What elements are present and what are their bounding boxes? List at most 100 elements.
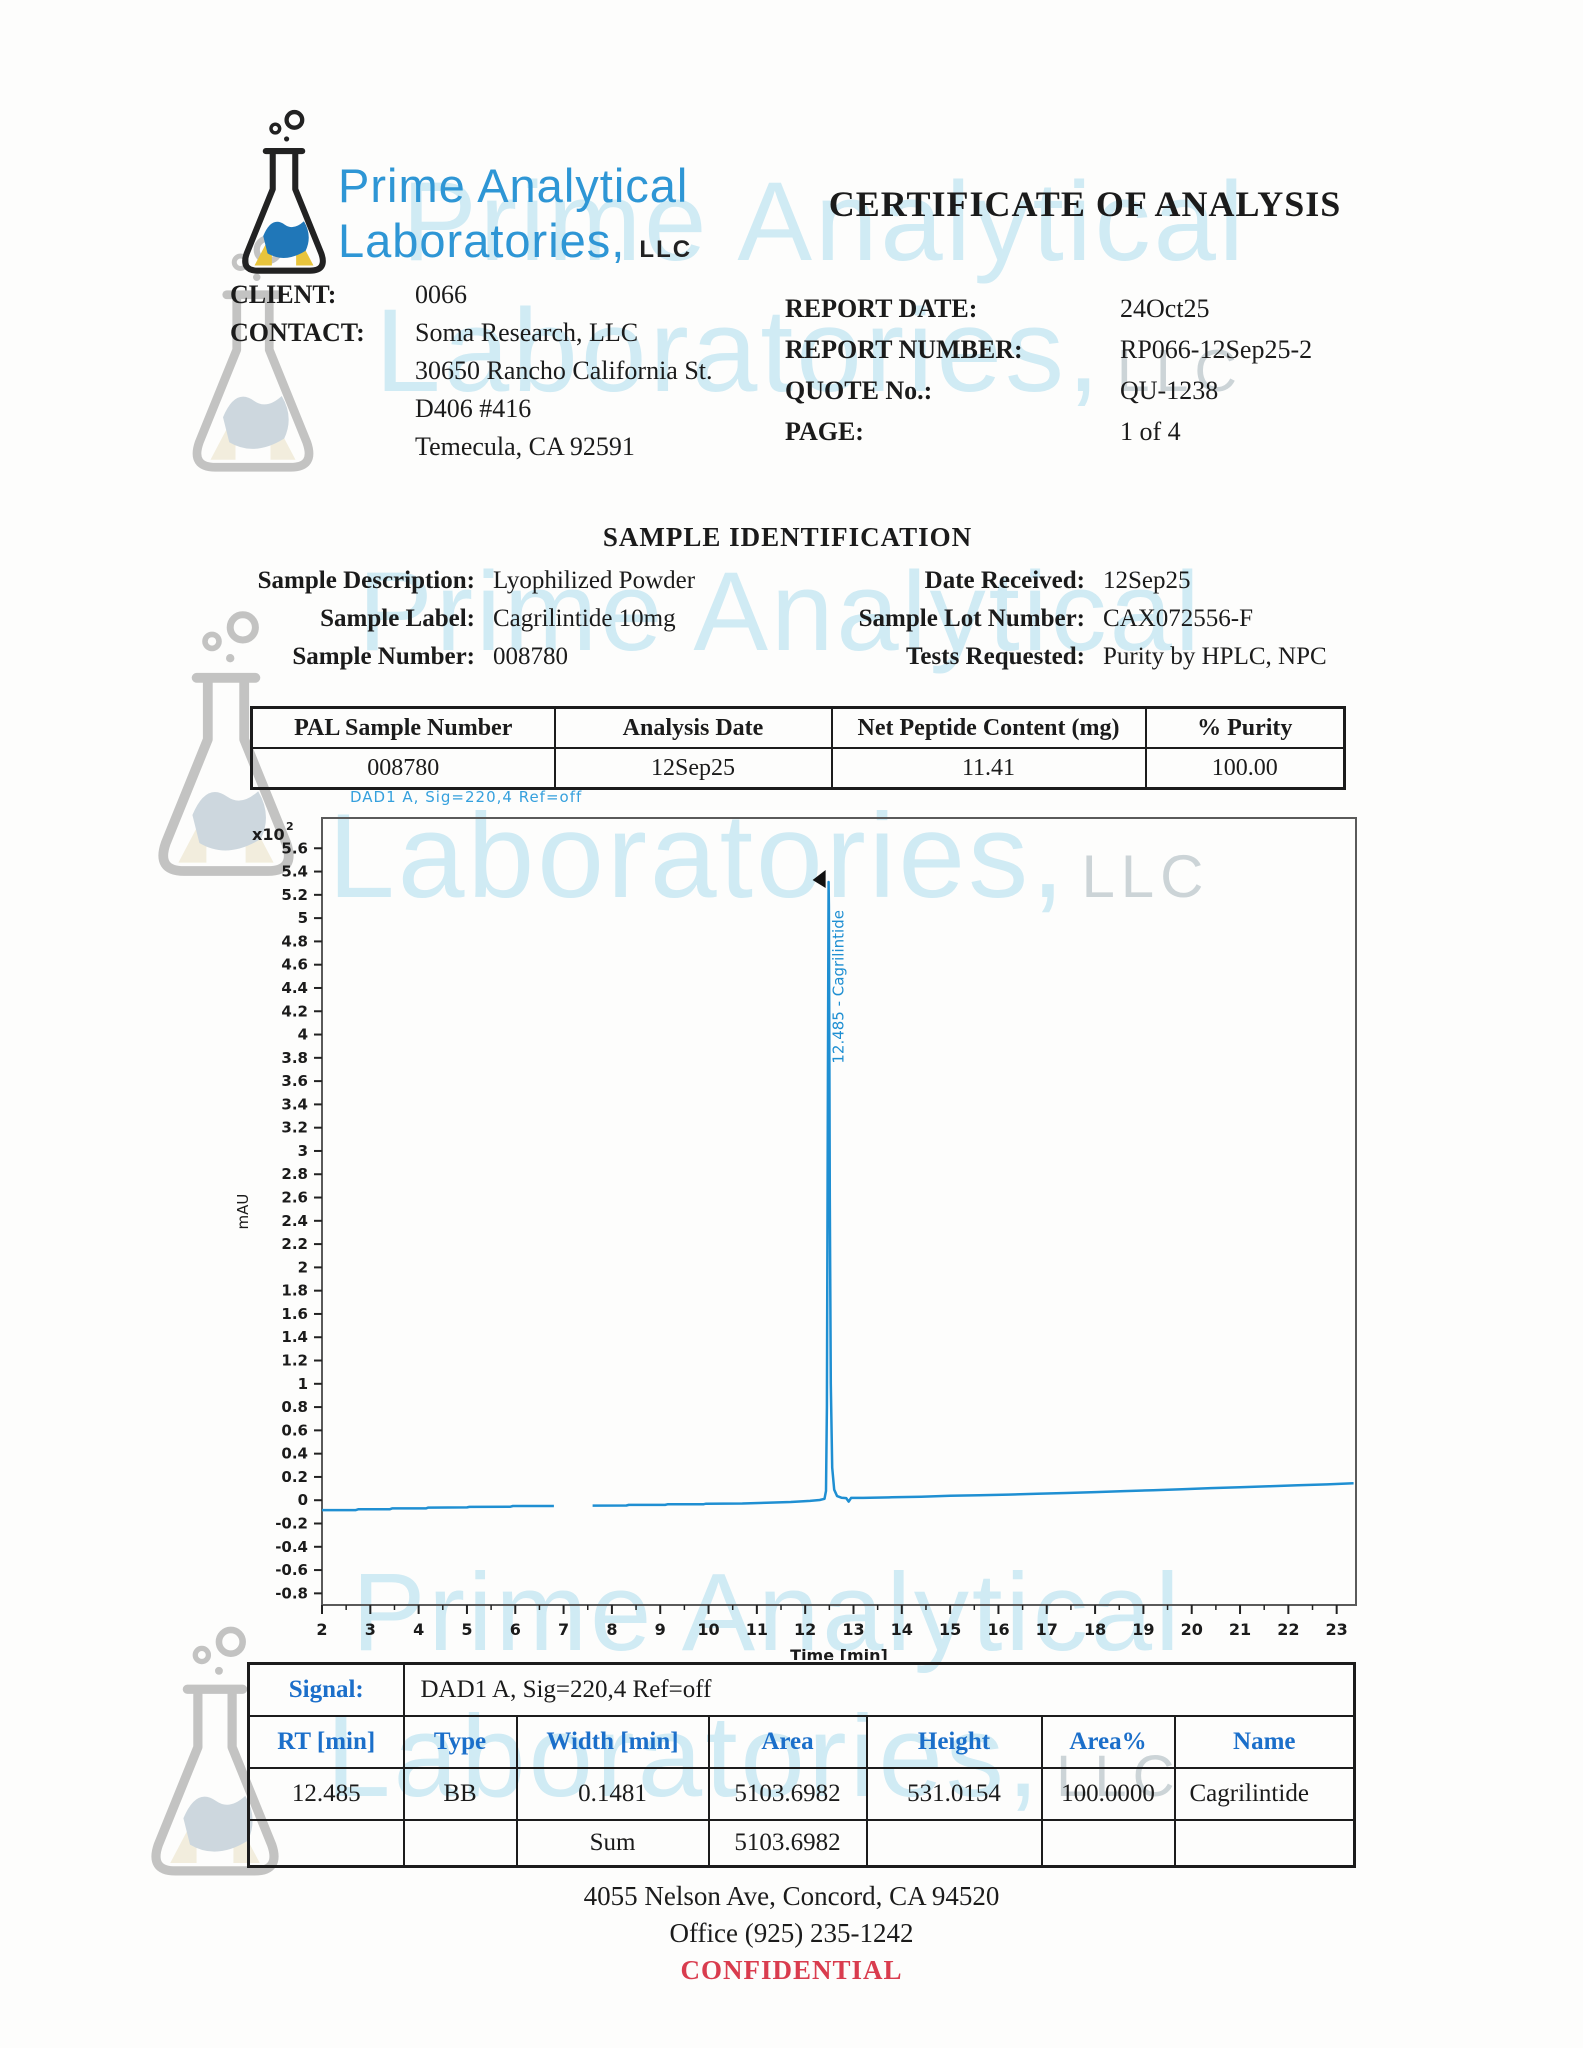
y-tick-label: 0	[298, 1491, 308, 1509]
client-block: CLIENT: 0066 CONTACT: Soma Research, LLC 3…	[230, 276, 830, 466]
y-axis-multiplier-exponent: 2	[286, 820, 294, 833]
y-tick-label: 5.4	[281, 863, 308, 881]
table-header-row: PAL Sample Number Analysis Date Net Pept…	[250, 706, 1346, 749]
x-tick-label: 4	[413, 1620, 424, 1639]
contact-address-line: 30650 Rancho California St.	[415, 356, 713, 385]
y-tick-label: 2.6	[281, 1189, 308, 1207]
page-label: PAGE:	[785, 417, 864, 446]
cell-height: 531.0154	[865, 1767, 1043, 1821]
y-tick-label: 2.2	[281, 1235, 308, 1253]
y-tick-label: -0.4	[275, 1538, 308, 1556]
y-tick-label: 5.2	[281, 886, 308, 904]
chromatogram-trace	[592, 880, 1354, 1507]
sum-area-value: 5103.6982	[707, 1819, 868, 1868]
watermark-text: Laboratories, LLC	[375, 285, 1243, 417]
cell-empty	[402, 1819, 518, 1868]
y-axis-multiplier: x10	[252, 825, 285, 844]
cell-net-peptide-content: 11.41	[830, 747, 1147, 790]
x-tick-label: 16	[987, 1620, 1009, 1639]
sample-description-value: Lyophilized Powder	[493, 567, 696, 594]
report-number-value: RP066-12Sep25-2	[1120, 335, 1313, 364]
y-tick-label: 3	[298, 1142, 308, 1160]
y-tick-label: 0.2	[281, 1468, 308, 1486]
y-tick-label: 0.6	[281, 1421, 308, 1439]
y-tick-label: 1.2	[281, 1352, 308, 1370]
report-number-label: REPORT NUMBER:	[785, 335, 1023, 364]
cell-area: 5103.6982	[707, 1767, 868, 1821]
col-header-width: Width [min]	[515, 1715, 710, 1769]
table-row: 12.485 BB 0.1481 5103.6982 531.0154 100.…	[247, 1767, 1356, 1821]
signal-value: DAD1 A, Sig=220,4 Ref=off	[402, 1662, 1356, 1717]
contact-address-line: D406 #416	[415, 394, 532, 423]
sample-number-value: 008780	[493, 643, 568, 670]
sample-lot-number-label: Sample Lot Number:	[858, 605, 1085, 632]
x-tick-label: 13	[842, 1620, 864, 1639]
logo-llc: LLC	[639, 236, 693, 264]
col-header: % Purity	[1144, 706, 1346, 749]
x-tick-label: 11	[746, 1620, 768, 1639]
quote-no-value: QU-1238	[1120, 376, 1219, 405]
peak-apex-marker	[812, 870, 826, 889]
cell-name: Cagrilintide	[1173, 1767, 1356, 1821]
cell-rt: 12.485	[247, 1767, 405, 1821]
page-title: CERTIFICATE OF ANALYSIS	[828, 184, 1342, 224]
cell-area-pct: 100.0000	[1040, 1767, 1176, 1821]
y-tick-label: 3.8	[281, 1049, 308, 1067]
sample-summary-table: PAL Sample Number Analysis Date Net Pept…	[250, 706, 1346, 790]
col-header-name: Name	[1173, 1715, 1356, 1769]
sample-lot-number-value: CAX072556-F	[1103, 605, 1254, 632]
y-axis-title: mAU	[234, 1194, 252, 1230]
y-tick-label: 5	[298, 909, 308, 927]
x-tick-label: 19	[1132, 1620, 1154, 1639]
cell-pal-sample-number: 008780	[250, 747, 556, 790]
cell-empty	[1173, 1819, 1356, 1868]
y-tick-label: 4.8	[281, 932, 308, 950]
y-tick-label: -0.2	[275, 1515, 308, 1533]
y-tick-label: 1.6	[281, 1305, 308, 1323]
x-tick-label: 22	[1277, 1620, 1299, 1639]
y-tick-label: 5.6	[281, 839, 308, 857]
chart-signal-title: DAD1 A, Sig=220,4 Ref=off	[350, 788, 583, 806]
company-logo: Prime Analytical Laboratories, LLC	[338, 158, 692, 269]
cell-type: BB	[402, 1767, 518, 1821]
col-header: Net Peptide Content (mg)	[830, 706, 1147, 749]
cell-empty	[247, 1819, 405, 1868]
x-tick-label: 21	[1229, 1620, 1251, 1639]
y-tick-label: 0.4	[281, 1445, 308, 1463]
x-tick-label: 8	[606, 1620, 617, 1639]
x-tick-label: 12	[794, 1620, 816, 1639]
footer-address: 4055 Nelson Ave, Concord, CA 94520	[583, 1881, 1000, 1911]
y-tick-label: 4.4	[281, 979, 308, 997]
y-tick-label: 3.2	[281, 1119, 308, 1137]
quote-no-label: QUOTE No.:	[785, 376, 933, 405]
chromatogram-plot: 5.6 5.4 5.2 5 4.8 4.6 4.4 4.2 4 3.8 3.6 3.4 3.2 3 2.8 2…	[234, 817, 1357, 1660]
chromatogram-trace	[322, 1504, 554, 1512]
sample-label-value: Cagrilintide 10mg	[493, 605, 676, 632]
sum-row: Sum 5103.6982	[247, 1819, 1356, 1868]
table-header-row: RT [min] Type Width [min] Area Height Ar…	[247, 1715, 1356, 1769]
watermark-text: Prime Analytical	[352, 1551, 1183, 1674]
tests-requested-value: Purity by HPLC, NPC	[1103, 643, 1327, 670]
y-tick-label: 4.2	[281, 1002, 308, 1020]
sample-number-label: Sample Number:	[292, 643, 475, 670]
x-tick-label: 2	[316, 1620, 327, 1639]
col-header-rt: RT [min]	[247, 1715, 405, 1769]
y-tick-label: 4	[298, 1026, 308, 1044]
y-tick-label: 0.8	[281, 1398, 308, 1416]
y-tick-label: 4.6	[281, 956, 308, 974]
date-received-value: 12Sep25	[1103, 567, 1191, 594]
client-label: CLIENT:	[230, 280, 337, 309]
sample-identification-heading: SAMPLE IDENTIFICATION	[602, 522, 973, 552]
x-tick-label: 23	[1326, 1620, 1348, 1639]
col-header-height: Height	[865, 1715, 1043, 1769]
y-tick-label: 3.6	[281, 1072, 308, 1090]
watermark-text: Laboratories, LLC	[328, 789, 1210, 923]
y-tick-label: 3.4	[281, 1095, 308, 1113]
sample-id-right-column: Date Received: 12Sep25 Sample Lot Number:…	[795, 562, 1375, 676]
x-tick-label: 14	[891, 1620, 913, 1639]
col-header-area: Area	[707, 1715, 868, 1769]
col-header-area-pct: Area%	[1040, 1715, 1176, 1769]
plot-frame	[321, 817, 1357, 1606]
sample-label-label: Sample Label:	[320, 605, 475, 632]
report-date-label: REPORT DATE:	[785, 294, 978, 323]
